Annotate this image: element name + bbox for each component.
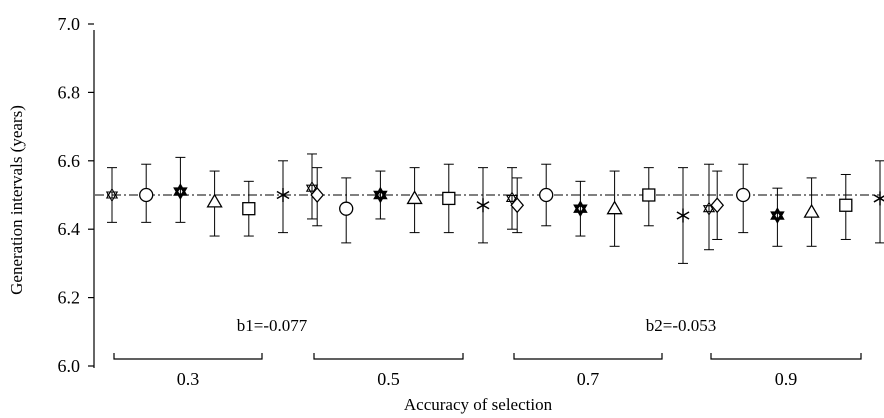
marker-diamond: [510, 197, 525, 214]
marker-asterisk: [476, 198, 490, 213]
annotation-b1: b1=-0.077: [237, 316, 308, 335]
group-bracket: [313, 353, 464, 360]
marker-star6-bold: [573, 200, 588, 218]
group-bracket: [710, 353, 862, 360]
marker-diamond: [310, 187, 325, 203]
y-tick-label: 6.4: [58, 219, 81, 239]
data-markers: [105, 181, 884, 224]
marker-triangle: [406, 190, 423, 205]
marker-circle: [139, 187, 154, 203]
marker-asterisk: [676, 208, 690, 223]
marker-circle: [339, 201, 354, 216]
marker-star6-bold: [173, 183, 188, 200]
error-bars: [107, 153, 884, 264]
marker-square: [442, 191, 456, 206]
marker-star6-bold: [770, 207, 785, 224]
y-axis-ticks: 6.0 6.2 6.4 6.6 6.8 7.0: [58, 14, 94, 376]
group-label: 0.5: [377, 369, 400, 389]
marker-triangle: [206, 193, 223, 208]
marker-square: [242, 202, 256, 216]
marker-star6-bold: [373, 186, 388, 204]
y-tick-label: 6.2: [58, 288, 81, 308]
group-bracket: [513, 353, 663, 360]
group-bracket: [113, 353, 263, 360]
group-label: 0.9: [775, 369, 798, 389]
marker-circle: [539, 187, 554, 203]
marker-circle: [736, 187, 751, 203]
y-axis-label: Generation intervals (years): [7, 105, 26, 295]
marker-square: [839, 198, 853, 212]
marker-triangle: [606, 200, 623, 215]
marker-diamond: [710, 197, 725, 214]
marker-asterisk: [873, 191, 884, 206]
marker-star6-open: [105, 187, 119, 203]
group-label: 0.3: [177, 369, 200, 389]
y-tick-label: 6.0: [58, 356, 81, 376]
y-tick-label: 6.8: [58, 82, 81, 102]
y-tick-label: 6.6: [58, 151, 81, 171]
y-tick-label: 7.0: [58, 14, 81, 34]
marker-square: [642, 188, 656, 202]
group-label: 0.7: [577, 369, 600, 389]
marker-triangle: [803, 203, 820, 218]
x-axis-label: Accuracy of selection: [404, 395, 553, 414]
group-brackets: 0.3 0.5 0.7 0.9: [113, 353, 862, 389]
annotation-b2: b2=-0.053: [646, 316, 717, 335]
marker-asterisk: [276, 188, 290, 202]
